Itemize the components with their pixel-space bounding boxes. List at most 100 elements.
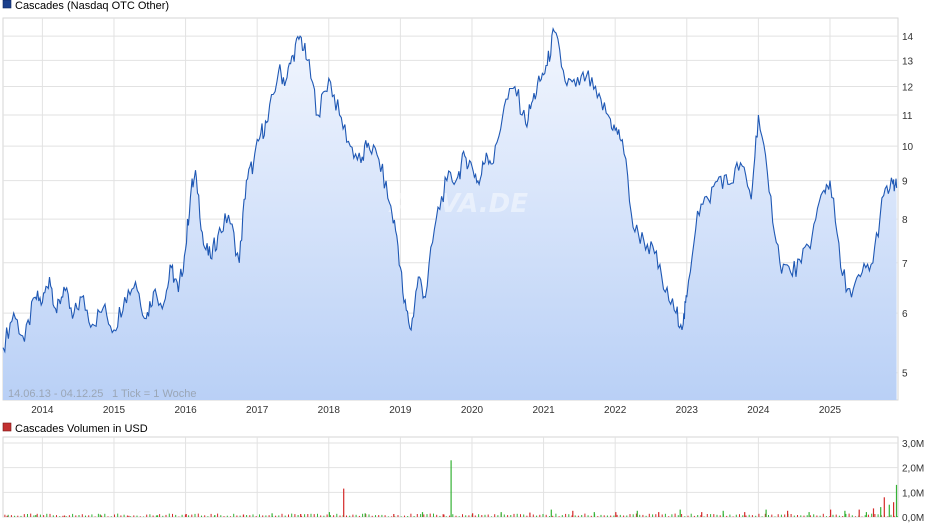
price-x-tick-label: 2017 bbox=[246, 405, 269, 416]
volume-bar bbox=[751, 515, 753, 517]
volume-bar bbox=[494, 514, 496, 517]
volume-bar bbox=[10, 515, 12, 517]
price-y-tick-label: 12 bbox=[902, 83, 914, 94]
volume-bar bbox=[288, 514, 289, 517]
volume-bar bbox=[20, 515, 22, 517]
volume-bar bbox=[858, 509, 860, 517]
volume-bar bbox=[700, 515, 702, 517]
volume-bar bbox=[681, 514, 683, 517]
volume-bar bbox=[62, 515, 64, 517]
volume-bar bbox=[30, 513, 32, 517]
volume-bar bbox=[510, 515, 512, 517]
volume-bar bbox=[872, 508, 875, 517]
volume-bar bbox=[343, 488, 345, 517]
volume-bar bbox=[472, 513, 474, 517]
volume-bar bbox=[443, 514, 445, 517]
volume-bar bbox=[139, 516, 141, 517]
volume-bar bbox=[172, 513, 173, 517]
volume-bar bbox=[871, 513, 873, 517]
volume-bar bbox=[110, 516, 112, 517]
volume-bar bbox=[175, 514, 177, 517]
volume-bar bbox=[739, 514, 740, 517]
volume-bar bbox=[317, 513, 318, 517]
volume-bar bbox=[726, 515, 728, 517]
volume-bar bbox=[214, 515, 216, 517]
volume-bar bbox=[81, 514, 83, 517]
price-y-tick-label: 13 bbox=[902, 56, 914, 67]
volume-bar bbox=[706, 514, 708, 517]
volume-bar bbox=[194, 513, 196, 517]
volume-bar bbox=[159, 514, 161, 517]
volume-bar bbox=[693, 515, 695, 517]
price-x-tick-label: 2024 bbox=[747, 405, 770, 416]
volume-bar bbox=[550, 509, 552, 517]
volume-bar bbox=[552, 515, 554, 517]
volume-bar bbox=[35, 515, 37, 517]
tick-info-label: 1 Tick = 1 Woche bbox=[112, 388, 196, 400]
volume-bar bbox=[710, 514, 712, 517]
price-area bbox=[3, 28, 897, 401]
volume-bar bbox=[744, 512, 746, 517]
volume-bar bbox=[94, 516, 96, 517]
volume-bar bbox=[636, 510, 638, 517]
volume-bar bbox=[381, 514, 383, 517]
volume-bar bbox=[181, 514, 183, 517]
price-chart-title: Cascades (Nasdaq OTC Other) bbox=[15, 0, 169, 12]
volume-bar bbox=[755, 515, 757, 517]
volume-bar bbox=[664, 513, 666, 517]
volume-bar bbox=[329, 515, 331, 517]
volume-bar bbox=[835, 514, 837, 517]
volume-bar bbox=[278, 515, 280, 517]
volume-bar bbox=[310, 513, 312, 517]
volume-bar bbox=[844, 510, 846, 517]
volume-bar bbox=[722, 510, 724, 517]
volume-bar bbox=[281, 513, 283, 517]
volume-bar bbox=[420, 514, 422, 517]
volume-bar bbox=[307, 514, 309, 517]
volume-bar bbox=[648, 513, 650, 517]
volume-bar bbox=[39, 514, 41, 517]
volume-bar bbox=[687, 515, 689, 517]
volume-bar bbox=[255, 516, 257, 517]
volume-bar bbox=[46, 513, 48, 517]
price-y-tick-label: 11 bbox=[902, 111, 913, 122]
volume-bar bbox=[346, 515, 347, 517]
volume-bar bbox=[297, 515, 299, 517]
volume-bar bbox=[867, 514, 869, 517]
volume-bar bbox=[845, 513, 847, 517]
volume-bar bbox=[300, 514, 302, 517]
volume-bar bbox=[233, 513, 235, 517]
volume-bar bbox=[888, 504, 890, 517]
volume-bar bbox=[426, 514, 428, 517]
volume-bar bbox=[271, 513, 273, 517]
volume-bar bbox=[716, 514, 718, 517]
volume-bar bbox=[184, 514, 186, 517]
volume-bar bbox=[450, 460, 452, 517]
volume-bar bbox=[275, 515, 277, 517]
volume-bar bbox=[520, 514, 521, 517]
volume-bar bbox=[829, 516, 831, 517]
volume-bar bbox=[104, 513, 106, 517]
volume-bar bbox=[581, 515, 583, 517]
volume-bar bbox=[830, 509, 832, 517]
volume-bar bbox=[262, 515, 264, 517]
volume-bar bbox=[355, 514, 357, 517]
volume-bar bbox=[49, 513, 51, 517]
volume-bar bbox=[99, 514, 101, 517]
volume-bar bbox=[503, 514, 505, 517]
price-x-tick-label: 2014 bbox=[31, 405, 54, 416]
volume-bar bbox=[822, 513, 824, 517]
volume-bar bbox=[748, 514, 750, 517]
volume-bar bbox=[572, 510, 574, 517]
volume-bar bbox=[384, 515, 386, 517]
volume-bar bbox=[764, 513, 766, 517]
volume-bar bbox=[239, 515, 241, 517]
volume-bar bbox=[126, 515, 128, 517]
volume-bar bbox=[661, 514, 663, 517]
volume-bar bbox=[75, 515, 77, 517]
price-y-axis: 5 6 7 8 9 10 11 12 13 14 bbox=[902, 32, 914, 380]
volume-bar bbox=[684, 516, 686, 517]
volume-bar bbox=[864, 515, 866, 517]
volume-bar bbox=[513, 513, 515, 517]
volume-bar bbox=[713, 514, 715, 517]
